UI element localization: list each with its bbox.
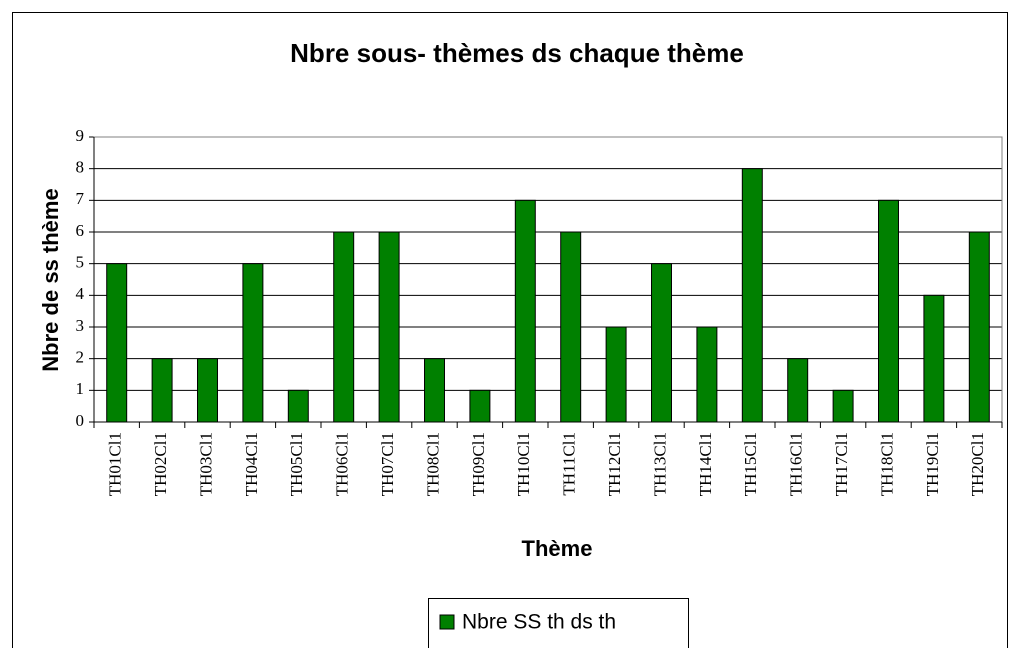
bar (106, 263, 128, 423)
bar (832, 389, 854, 423)
x-tick-label: TH10Cl1 (514, 432, 533, 496)
x-axis-title: Thème (522, 536, 593, 561)
bar (696, 326, 718, 423)
x-tick-label: TH18Cl1 (877, 432, 896, 496)
legend-swatch (439, 614, 455, 630)
x-tick-label: TH03Cl1 (196, 432, 215, 496)
x-tick-label: TH20Cl1 (968, 432, 987, 496)
bar (605, 326, 627, 423)
bar (787, 358, 809, 423)
x-tick-label: TH17Cl1 (832, 432, 851, 496)
bar (878, 199, 899, 423)
bar (514, 199, 536, 423)
x-tick-label: TH07Cl1 (378, 432, 397, 496)
bar (968, 231, 990, 423)
y-tick-label: 6 (76, 221, 85, 240)
legend (428, 598, 689, 648)
x-tick-label: TH15Cl1 (741, 432, 760, 496)
bar (469, 389, 491, 423)
x-tick-label: TH12Cl1 (605, 432, 624, 496)
x-tick-label: TH11Cl1 (560, 432, 579, 496)
bar (560, 231, 582, 423)
y-tick-label: 0 (76, 411, 85, 430)
bar (151, 358, 173, 423)
x-tick-label: TH06Cl1 (333, 432, 352, 496)
y-axis-title: Nbre de ss thème (38, 188, 63, 371)
legend-label: Nbre SS th ds th (462, 611, 616, 634)
bar (378, 231, 400, 423)
y-tick-label: 2 (76, 348, 85, 367)
chart-border (12, 12, 1008, 648)
bar (651, 263, 672, 423)
x-tick-label: TH14Cl1 (696, 432, 715, 496)
y-tick-label: 1 (76, 379, 85, 398)
bar (741, 168, 763, 423)
x-tick-label: TH01Cl1 (106, 432, 125, 496)
x-tick-label: TH02Cl1 (151, 432, 170, 496)
x-tick-label: TH04Cl1 (242, 432, 261, 496)
x-tick-label: TH08Cl1 (423, 432, 442, 496)
bar (197, 358, 218, 423)
chart-title: Nbre sous- thèmes ds chaque thème (290, 38, 744, 68)
y-tick-label: 3 (76, 316, 85, 335)
y-tick-label: 5 (76, 253, 85, 272)
bar (923, 294, 945, 423)
y-tick-label: 9 (76, 126, 85, 145)
x-tick-label: TH13Cl1 (650, 432, 669, 496)
bar (287, 389, 309, 423)
x-tick-label: TH19Cl1 (923, 432, 942, 496)
y-tick-label: 4 (76, 284, 85, 303)
bar (333, 231, 355, 423)
y-tick-label: 8 (76, 158, 85, 177)
bar (242, 263, 264, 423)
y-tick-label: 7 (76, 189, 85, 208)
x-tick-label: TH05Cl1 (287, 432, 306, 496)
x-tick-label: TH09Cl1 (469, 432, 488, 496)
bar (424, 358, 445, 423)
x-tick-label: TH16Cl1 (787, 432, 806, 496)
